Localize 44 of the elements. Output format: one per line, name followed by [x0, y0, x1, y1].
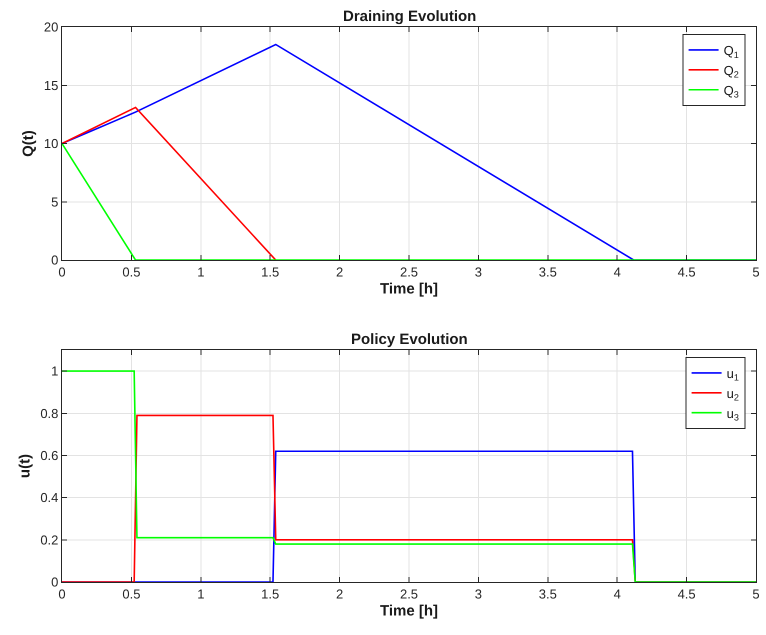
x-tick-label: 5 [752, 586, 760, 602]
x-tick-label: 4.5 [678, 264, 696, 280]
x-tick-label: 1.5 [261, 586, 280, 602]
chart-title: Policy Evolution [351, 331, 468, 348]
y-tick-label: 0.2 [40, 532, 58, 548]
y-tick-label: 0 [51, 252, 58, 268]
x-tick-label: 2 [336, 264, 344, 280]
x-tick-label: 1 [197, 586, 204, 602]
x-tick-label: 1.5 [261, 264, 280, 280]
y-tick-label: 0.4 [40, 490, 58, 506]
x-tick-label: 2.5 [400, 586, 418, 602]
y-axis-title: Q(t) [20, 130, 38, 157]
y-tick-label: 0.8 [40, 406, 58, 421]
x-tick-label: 2.5 [400, 264, 418, 280]
legend-label: Q$_{2}$ [724, 62, 739, 80]
y-tick-label: 20 [44, 20, 58, 35]
legend-label: u$_{2}$ [726, 386, 739, 403]
x-tick-label: 3 [474, 586, 482, 602]
legend-label: Q$_{1}$ [724, 43, 739, 60]
y-tick-label: 15 [44, 78, 58, 93]
y-tick-label: 0 [51, 574, 58, 590]
legend-label: Q$_{3}$ [724, 82, 739, 100]
x-tick-label: 4.5 [678, 586, 696, 602]
x-tick-label: 4 [614, 586, 621, 602]
x-tick-label: 1 [197, 264, 204, 280]
x-tick-label: 5 [752, 264, 760, 280]
legend-label: u$_{3}$ [726, 406, 739, 423]
line-series [62, 370, 756, 582]
chart-title: Draining Evolution [343, 8, 476, 25]
x-tick-label: 0.5 [122, 586, 140, 602]
y-tick-label: 10 [44, 136, 58, 152]
x-axis-title: Time [h] [380, 280, 438, 298]
x-tick-label: 3.5 [538, 264, 557, 280]
x-tick-label: 2 [336, 586, 344, 602]
x-tick-label: 4 [614, 264, 621, 280]
x-tick-label: 0.5 [122, 264, 140, 280]
x-tick-label: 3 [474, 264, 482, 280]
y-tick-label: 1 [51, 364, 58, 379]
x-tick-label: 3.5 [538, 586, 557, 602]
y-axis-title: u(t) [16, 454, 34, 478]
y-tick-label: 0.6 [40, 448, 58, 464]
y-tick-label: 5 [51, 194, 58, 210]
x-axis-title: Time [h] [380, 602, 438, 620]
legend-label: u$_{1}$ [726, 366, 739, 383]
